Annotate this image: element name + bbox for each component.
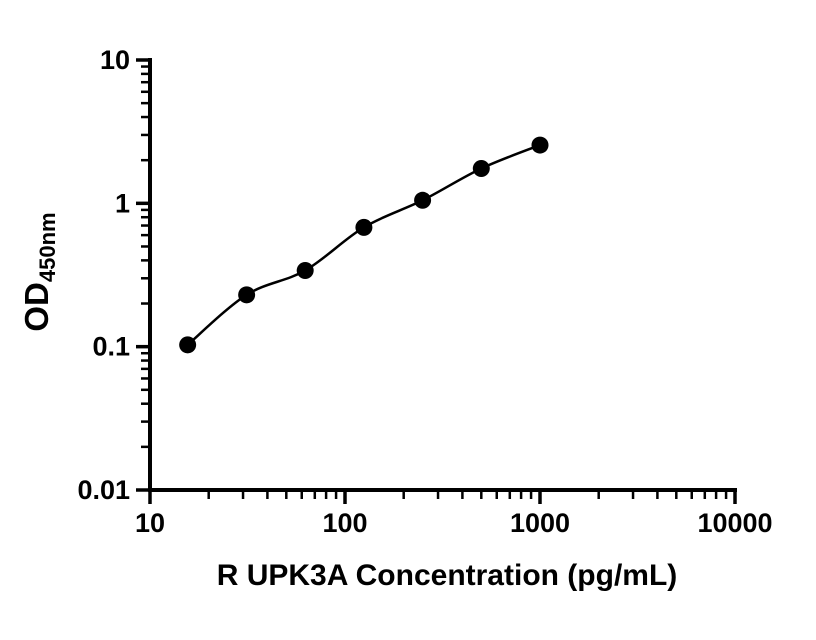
y-tick-labels: 0.01 0.1 1 10	[77, 45, 130, 505]
x-tick-label: 10000	[697, 508, 772, 538]
y-axis-title-main: OD	[18, 282, 55, 332]
data-point	[414, 191, 432, 209]
data-points	[179, 136, 549, 354]
x-axis-title: R UPK3A Concentration (pg/mL)	[217, 559, 678, 592]
y-tick-label: 10	[100, 45, 130, 75]
x-tick-label: 10	[135, 508, 165, 538]
x-axis	[148, 488, 737, 504]
data-point	[296, 261, 314, 279]
x-tick-label: 1000	[510, 508, 570, 538]
y-axis-title: OD450nm	[18, 212, 60, 331]
y-tick-label: 0.01	[77, 475, 130, 505]
y-axis-title-sub: 450nm	[35, 212, 60, 282]
data-point	[472, 159, 490, 177]
data-point	[355, 218, 373, 236]
x-tick-label: 100	[322, 508, 367, 538]
x-tick-labels: 10 100 1000 10000	[135, 508, 773, 538]
y-tick-label: 0.1	[92, 332, 130, 362]
y-tick-label: 1	[115, 188, 130, 218]
data-point	[179, 336, 197, 354]
y-axis	[136, 58, 152, 492]
data-point	[238, 286, 256, 304]
fit-curve	[186, 143, 541, 346]
data-point	[531, 136, 549, 154]
